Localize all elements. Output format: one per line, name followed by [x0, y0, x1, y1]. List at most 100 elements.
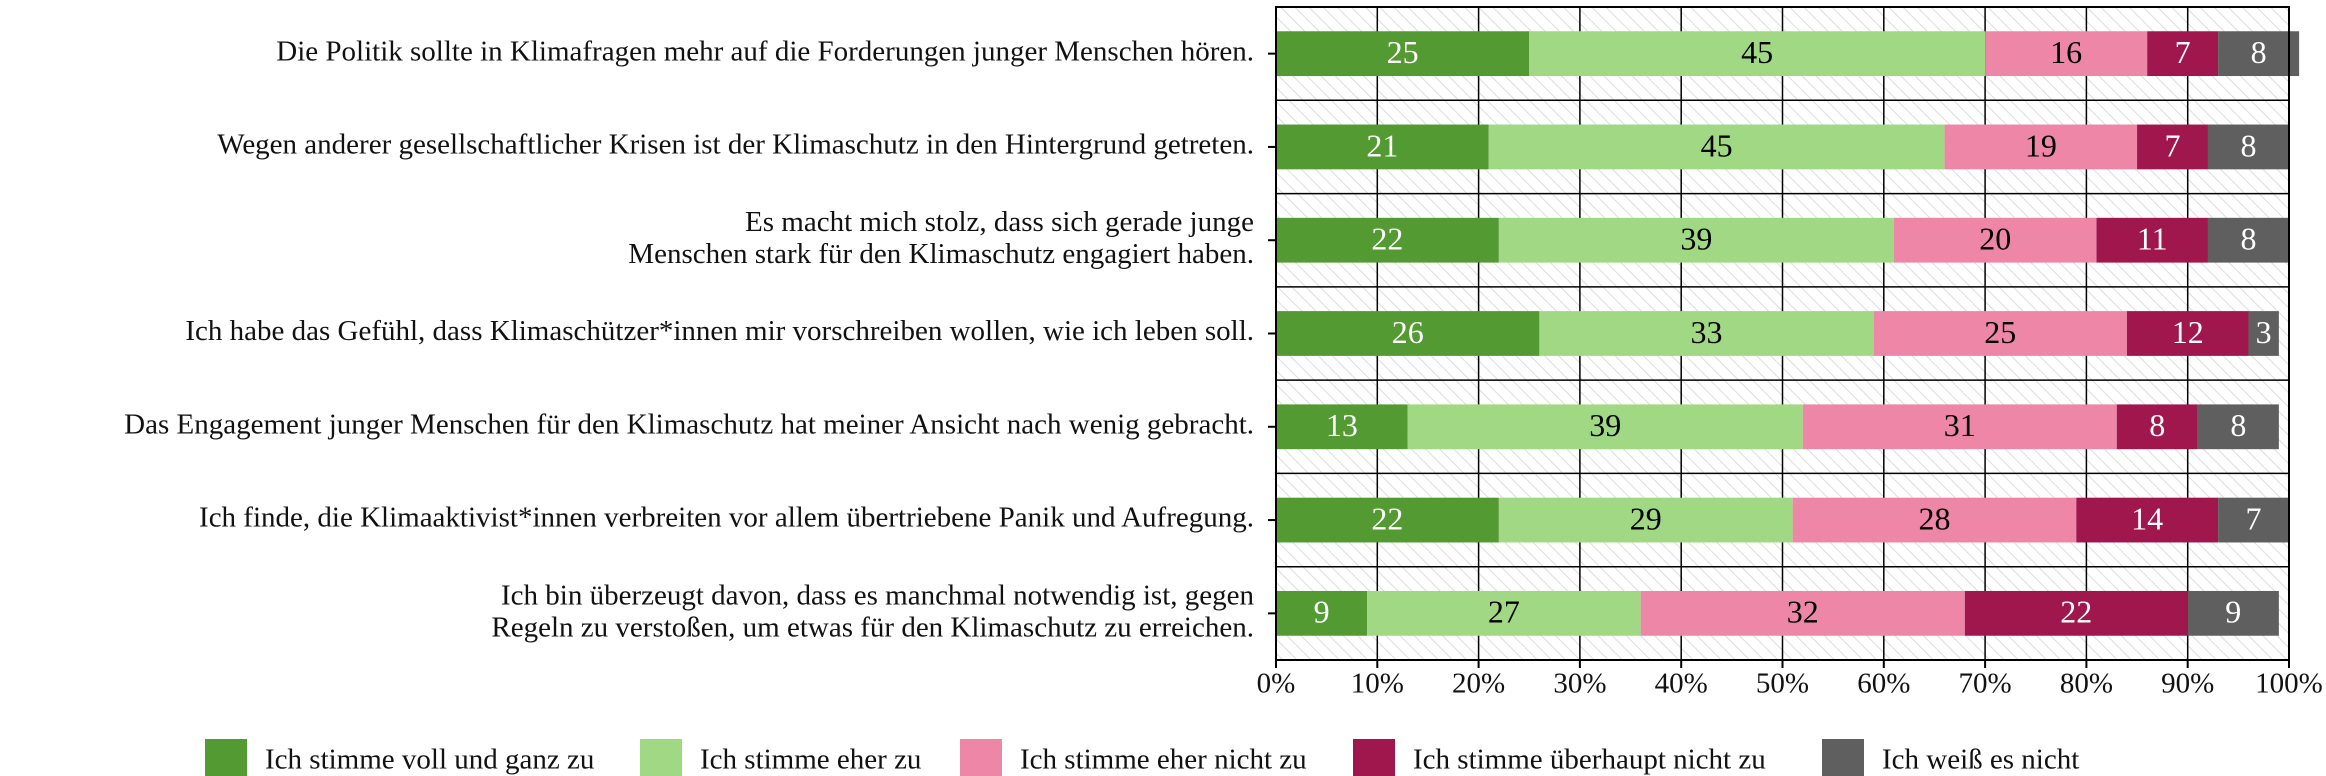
bar-segment [2187, 590, 2279, 636]
legend-swatch [960, 739, 1002, 776]
data-label: 26 [1392, 314, 1424, 350]
x-tick-label: 20% [1452, 668, 1505, 700]
bar-segment [2137, 124, 2208, 170]
data-label: 7 [2246, 500, 2262, 536]
data-label: 12 [2172, 314, 2204, 350]
data-label: 13 [1326, 407, 1358, 443]
x-tick-label: 40% [1655, 668, 1708, 700]
bar-segment [2207, 217, 2289, 263]
data-label: 14 [2131, 500, 2163, 536]
bar-segment [1529, 31, 1986, 77]
bar-segment [1276, 31, 1530, 77]
data-label: 33 [1691, 314, 1723, 350]
data-label: 22 [1371, 221, 1403, 257]
data-label: 7 [2165, 127, 2181, 163]
x-tick-label: 0% [1257, 668, 1296, 700]
bar-segment [1498, 217, 1894, 263]
data-label: 45 [1701, 127, 1733, 163]
x-tick-label: 30% [1553, 668, 1606, 700]
x-tick-label: 100% [2255, 668, 2323, 700]
data-label: 22 [2060, 594, 2092, 630]
data-label: 16 [2050, 34, 2082, 70]
plot-frame [1275, 6, 2290, 661]
bar-segment [2248, 311, 2279, 356]
bar-segment [1407, 404, 1803, 450]
data-label: 8 [2251, 34, 2267, 70]
data-label: 31 [1944, 407, 1976, 443]
bar-segment [1276, 311, 1540, 356]
bar-segment [1802, 404, 2117, 450]
data-label: 8 [2240, 127, 2256, 163]
legend-label: Ich weiß es nicht [1882, 744, 2079, 776]
bar-segment [1964, 590, 2188, 636]
bar-segment [1792, 497, 2077, 543]
data-label: 39 [1680, 221, 1712, 257]
bar-segment [2218, 31, 2300, 77]
bar-segment [2076, 497, 2219, 543]
data-label: 8 [2149, 407, 2165, 443]
legend-swatch [205, 739, 247, 776]
bar-segment [1498, 497, 1793, 543]
data-label: 28 [1918, 500, 1950, 536]
x-tick-label: 10% [1351, 668, 1404, 700]
data-label: 27 [1488, 594, 1520, 630]
legend-label: Ich stimme überhaupt nicht zu [1413, 744, 1766, 776]
bar-segment [1640, 590, 1965, 636]
x-tick-label: 80% [2060, 668, 2113, 700]
x-tick-label: 90% [2161, 668, 2214, 700]
data-label: 25 [1984, 314, 2016, 350]
bar-segment [2207, 124, 2289, 170]
data-label: 20 [1979, 221, 2011, 257]
bar-segment [2197, 404, 2279, 450]
category-label: Ich finde, die Klimaaktivist*innen verbr… [199, 502, 1254, 534]
x-tick-label: 60% [1857, 668, 1910, 700]
bar-segment [1276, 124, 1489, 170]
bar-segment [2218, 497, 2289, 543]
category-label: Es macht mich stolz, dass sich gerade ju… [628, 206, 1254, 270]
bar-segment [2096, 217, 2208, 263]
bar-segment [1488, 124, 1945, 170]
legend-label: Ich stimme eher nicht zu [1020, 744, 1307, 776]
data-label: 3 [2256, 314, 2272, 350]
data-label: 21 [1366, 127, 1398, 163]
bar-segment [1893, 217, 2097, 263]
category-label: Ich bin überzeugt davon, dass es manchma… [491, 579, 1254, 643]
x-tick-label: 50% [1756, 668, 1809, 700]
bar-segment [2126, 311, 2249, 356]
category-label: Das Engagement junger Menschen für den K… [124, 408, 1254, 440]
bar-segment [1276, 497, 1499, 543]
bar-segment [1944, 124, 2138, 170]
data-label: 8 [2240, 221, 2256, 257]
legend-label: Ich stimme eher zu [700, 744, 921, 776]
bar-segment [1276, 404, 1408, 450]
bar-segment [1985, 31, 2148, 77]
data-label: 19 [2025, 127, 2057, 163]
bar-segment [1276, 217, 1499, 263]
bar-segment [2116, 404, 2198, 450]
data-label: 39 [1589, 407, 1621, 443]
category-label: Ich habe das Gefühl, dass Klimaschützer*… [185, 315, 1254, 347]
bar-segment [1367, 590, 1641, 636]
data-label: 32 [1787, 594, 1819, 630]
data-label: 45 [1741, 34, 1773, 70]
bar-segment [1276, 590, 1368, 636]
data-label: 22 [1371, 500, 1403, 536]
legend-swatch [640, 739, 682, 776]
category-label: Die Politik sollte in Klimafragen mehr a… [276, 35, 1254, 67]
category-label: Wegen anderer gesellschaftlicher Krisen … [217, 129, 1254, 161]
legend-swatch [1353, 739, 1395, 776]
data-label: 8 [2230, 407, 2246, 443]
legend-swatch [1822, 739, 1864, 776]
bar-segment [1539, 311, 1874, 356]
data-label: 9 [2225, 594, 2241, 630]
data-label: 7 [2175, 34, 2191, 70]
legend-label: Ich stimme voll und ganz zu [265, 744, 594, 776]
data-label: 25 [1387, 34, 1419, 70]
bar-segment [1873, 311, 2127, 356]
data-label: 29 [1630, 500, 1662, 536]
bar-segment [2147, 31, 2219, 77]
data-label: 9 [1314, 594, 1330, 630]
data-label: 11 [2137, 221, 2168, 257]
x-tick-label: 70% [1959, 668, 2012, 700]
